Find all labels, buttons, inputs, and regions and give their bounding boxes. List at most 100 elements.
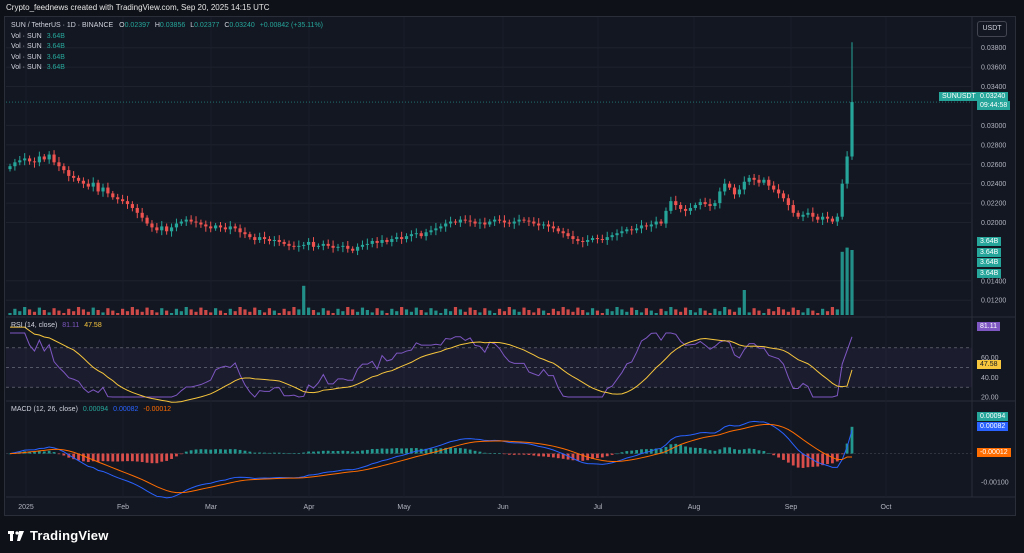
candle-body bbox=[566, 233, 570, 237]
volume-tag: 3.64B bbox=[977, 237, 1002, 246]
volume-bar bbox=[728, 309, 732, 315]
candle-body bbox=[571, 236, 575, 240]
macd-histogram-bar bbox=[679, 444, 683, 454]
candle-body bbox=[772, 185, 776, 190]
macd-histogram-bar bbox=[434, 448, 438, 454]
volume-bar bbox=[659, 308, 663, 315]
macd-histogram-bar bbox=[503, 453, 506, 455]
volume-bar bbox=[248, 311, 252, 315]
vol-legend-row: Vol · SUN 3.64B bbox=[11, 54, 65, 61]
candle-body bbox=[209, 226, 213, 229]
macd-histogram-bar bbox=[713, 450, 717, 454]
macd-histogram-bar bbox=[204, 449, 208, 454]
candle-body bbox=[635, 228, 639, 231]
volume-bar bbox=[703, 310, 707, 315]
volume-bar bbox=[732, 311, 737, 315]
price-axis-label: 0.02800 bbox=[981, 142, 1006, 149]
candle-body bbox=[458, 219, 462, 223]
candle-body bbox=[419, 233, 423, 237]
candle-body bbox=[62, 166, 66, 171]
volume-bar bbox=[698, 308, 702, 315]
chart-caption: Crypto_feednews created with TradingView… bbox=[6, 3, 270, 12]
candle-body bbox=[174, 223, 179, 228]
macd-histogram-bar bbox=[375, 448, 379, 454]
volume-bar bbox=[111, 310, 115, 315]
macd-histogram-bar bbox=[346, 451, 350, 454]
tradingview-logo[interactable]: TradingView bbox=[8, 528, 109, 543]
volume-bar bbox=[116, 313, 120, 315]
volume-bar bbox=[400, 307, 404, 315]
macd-histogram-bar bbox=[845, 443, 849, 454]
candle-body bbox=[37, 156, 41, 163]
macd-histogram-bar bbox=[762, 451, 766, 454]
volume-bar bbox=[189, 309, 193, 315]
candle-body bbox=[116, 197, 120, 200]
volume-bar bbox=[835, 309, 839, 315]
candle-body bbox=[747, 177, 751, 182]
macd-histogram-bar bbox=[307, 451, 311, 454]
volume-bar bbox=[713, 308, 717, 315]
close-value: 0.03240 bbox=[229, 22, 255, 29]
candle-body bbox=[380, 240, 384, 243]
candle-body bbox=[669, 201, 673, 211]
volume-bar bbox=[576, 307, 580, 315]
candle-body bbox=[150, 223, 154, 228]
candle-body bbox=[326, 243, 330, 246]
volume-bar bbox=[767, 308, 771, 315]
volume-bar bbox=[37, 307, 41, 315]
macd-histogram-bar bbox=[33, 451, 36, 454]
candle-body bbox=[517, 219, 521, 222]
candle-body bbox=[444, 223, 448, 227]
macd-histogram-bar bbox=[728, 447, 732, 454]
candle-body bbox=[679, 205, 683, 209]
macd-legend: MACD (12, 26, close) 0.00094 0.00082 -0.… bbox=[11, 406, 171, 413]
macd-histogram-bar bbox=[718, 449, 722, 454]
candle-body bbox=[96, 182, 100, 192]
volume-bar bbox=[566, 309, 570, 315]
candle-body bbox=[742, 181, 746, 190]
candle-body bbox=[688, 207, 693, 211]
candle-body bbox=[32, 161, 37, 163]
candle-body bbox=[816, 216, 820, 220]
macd-histogram-bar bbox=[556, 453, 560, 459]
volume-bar bbox=[130, 307, 134, 315]
candle-body bbox=[752, 177, 756, 180]
volume-bar bbox=[316, 312, 321, 315]
macd-histogram-bar bbox=[473, 450, 477, 454]
volume-bar bbox=[23, 307, 27, 315]
macd-histogram-bar bbox=[101, 453, 105, 462]
candle-body bbox=[125, 201, 130, 205]
macd-histogram-bar bbox=[547, 453, 550, 457]
macd-histogram-bar bbox=[664, 446, 668, 454]
macd-histogram-bar bbox=[111, 453, 115, 462]
volume-bar bbox=[140, 311, 144, 315]
candle-body bbox=[762, 179, 766, 183]
volume-bar bbox=[8, 313, 12, 315]
candle-body bbox=[189, 219, 193, 222]
candle-body bbox=[488, 221, 492, 225]
macd-histogram-bar bbox=[370, 449, 374, 454]
candle-body bbox=[625, 229, 629, 232]
currency-button[interactable]: USDT bbox=[977, 21, 1007, 37]
volume-bar bbox=[757, 310, 761, 315]
candle-body bbox=[737, 189, 742, 195]
volume-bar bbox=[816, 313, 820, 315]
macd-histogram-bar bbox=[336, 450, 340, 454]
candle-body bbox=[590, 238, 595, 241]
volume-tag: 3.64B bbox=[977, 258, 1002, 267]
volume-bar bbox=[502, 311, 507, 315]
volume-bar bbox=[551, 308, 555, 315]
candle-body bbox=[160, 226, 164, 231]
macd-histogram-bar bbox=[160, 453, 164, 462]
brand-name: TradingView bbox=[30, 528, 109, 543]
close-label: C bbox=[224, 22, 230, 29]
candle-body bbox=[223, 227, 227, 230]
macd-histogram-bar bbox=[444, 447, 448, 454]
macd-histogram-bar bbox=[37, 451, 41, 454]
volume-bar bbox=[390, 308, 394, 315]
candle-body bbox=[586, 240, 590, 242]
volume-bar bbox=[214, 308, 218, 315]
volume-bar bbox=[453, 307, 458, 315]
volume-bar bbox=[679, 311, 683, 315]
